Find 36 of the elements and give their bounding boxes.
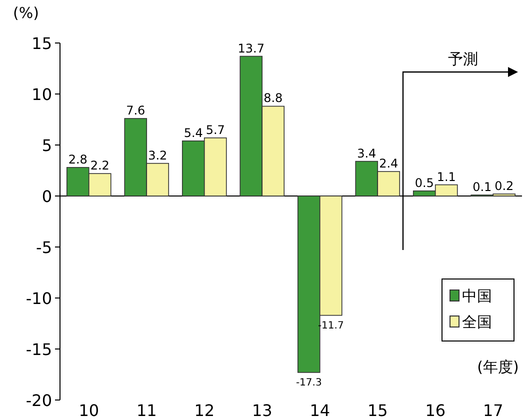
legend-label: 全国 xyxy=(462,313,492,331)
data-label: 7.6 xyxy=(126,103,146,118)
x-tick-label: 15 xyxy=(367,401,388,419)
x-tick-label: 14 xyxy=(310,401,330,419)
data-label: 5.4 xyxy=(184,126,203,140)
data-label: 0.5 xyxy=(414,176,434,190)
data-label: -17.3 xyxy=(296,377,322,388)
x-axis-title: (年度) xyxy=(477,358,519,376)
annotation: 予測 xyxy=(448,50,478,68)
data-label: 3.4 xyxy=(357,146,376,160)
data-label: 2.8 xyxy=(68,152,88,166)
data-label: 13.7 xyxy=(238,41,264,56)
y-tick-label: 5 xyxy=(42,136,52,155)
data-label: 0.2 xyxy=(494,178,514,193)
x-tick-label: 11 xyxy=(136,401,157,419)
y-axis-title: (%) xyxy=(13,4,39,22)
data-label: 3.2 xyxy=(148,148,168,162)
data-label: 5.7 xyxy=(206,122,225,137)
y-tick-label: 10 xyxy=(32,85,52,104)
x-tick-label: 13 xyxy=(252,401,272,419)
x-tick-label: 10 xyxy=(78,401,100,419)
x-tick-label: 16 xyxy=(425,401,446,419)
y-tick-label: -20 xyxy=(26,391,52,410)
data-label: 1.1 xyxy=(436,170,456,184)
y-tick-label: -5 xyxy=(36,238,52,257)
x-tick-label: 12 xyxy=(194,401,215,419)
y-tick-label: -15 xyxy=(26,340,52,359)
y-tick-label: -10 xyxy=(26,289,52,308)
legend-label: 中国 xyxy=(462,287,492,305)
x-tick-label: 17 xyxy=(482,401,504,419)
data-label: 2.4 xyxy=(379,156,398,171)
data-label: 8.8 xyxy=(264,91,283,106)
data-label: 2.2 xyxy=(90,158,110,173)
y-tick-label: 0 xyxy=(42,187,52,206)
y-tick-label: 15 xyxy=(32,34,52,53)
data-label: 0.1 xyxy=(472,180,492,194)
